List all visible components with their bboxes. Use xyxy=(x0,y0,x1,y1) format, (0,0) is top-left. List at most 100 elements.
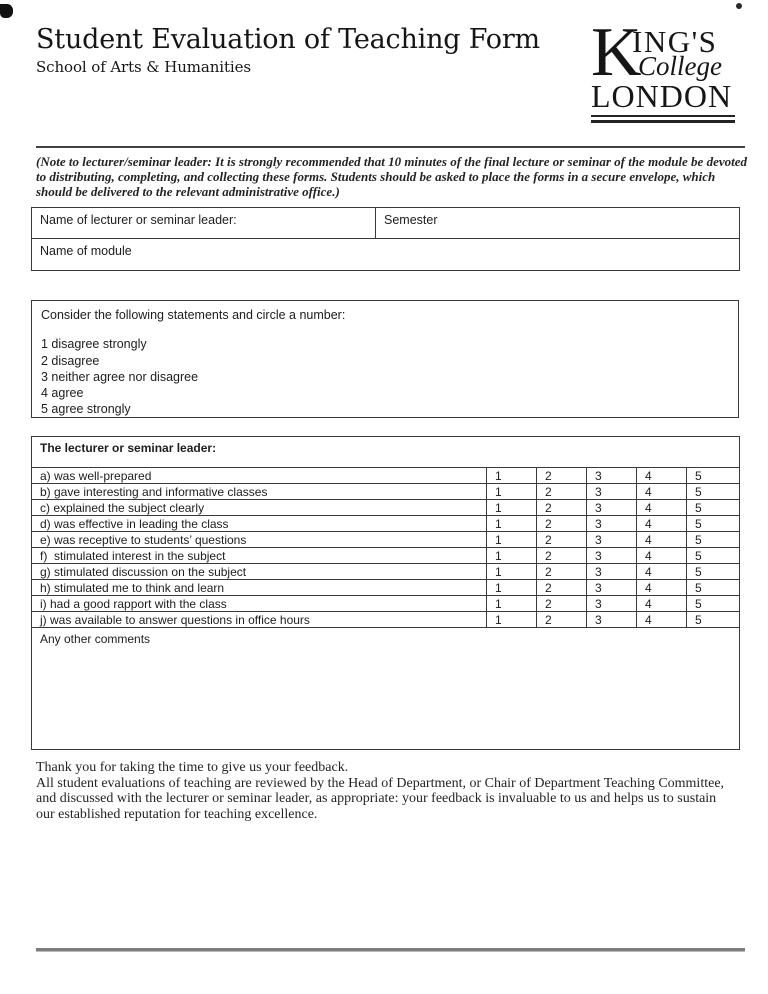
rating-cell[interactable]: 3 xyxy=(586,531,637,548)
statement-label: e) was receptive to students’ questions xyxy=(31,531,487,548)
rating-cell[interactable]: 2 xyxy=(536,467,587,484)
scale-list: 1 disagree strongly 2 disagree 3 neither a… xyxy=(41,336,729,417)
rating-cell[interactable]: 3 xyxy=(586,579,637,596)
scale-option: 3 neither agree nor disagree xyxy=(41,369,199,384)
rating-row: j) was available to answer questions in … xyxy=(31,611,741,628)
statement-label: b) gave interesting and informative clas… xyxy=(31,483,487,500)
info-table-row: Name of lecturer or seminar leader: Seme… xyxy=(31,207,740,239)
rating-cell[interactable]: 5 xyxy=(685,547,741,564)
scale-option: 5 agree strongly xyxy=(41,402,131,417)
instructions-box: Consider the following statements and ci… xyxy=(31,300,739,418)
rating-cell[interactable]: 5 xyxy=(685,531,741,548)
rating-cell[interactable]: 1 xyxy=(486,579,537,596)
rating-cell[interactable]: 4 xyxy=(636,531,687,548)
logo-text-ings: ING'S xyxy=(632,24,718,59)
semester-field[interactable]: Semester xyxy=(375,207,740,239)
rating-cell[interactable]: 3 xyxy=(586,515,637,532)
rating-row: i) had a good rapport with the class 1 2… xyxy=(31,595,741,612)
rating-cell[interactable]: 4 xyxy=(636,563,687,580)
footer-line-1: Thank you for taking the time to give us… xyxy=(36,760,349,775)
instructions-intro: Consider the following statements and ci… xyxy=(41,308,346,322)
statement-label: a) was well-prepared xyxy=(31,467,487,484)
logo-text-london: LONDON xyxy=(591,78,733,114)
statement-label: c) explained the subject clearly xyxy=(31,499,487,516)
rating-cell[interactable]: 5 xyxy=(685,467,741,484)
kings-college-london-logo: K ING'S College LONDON xyxy=(591,18,735,124)
rating-cell[interactable]: 5 xyxy=(685,483,741,500)
statement-label: i) had a good rapport with the class xyxy=(31,595,487,612)
info-table-row: Name of module xyxy=(31,238,740,271)
rating-cell[interactable]: 2 xyxy=(536,595,587,612)
rating-row: h) stimulated me to think and learn 1 2 … xyxy=(31,579,741,596)
rating-cell[interactable]: 2 xyxy=(536,483,587,500)
rating-cell[interactable]: 3 xyxy=(586,563,637,580)
rating-cell[interactable]: 1 xyxy=(486,467,537,484)
rating-cell[interactable]: 1 xyxy=(486,611,537,628)
logo-text-college: College xyxy=(638,51,722,81)
statement-label: h) stimulated me to think and learn xyxy=(31,579,487,596)
rating-cell[interactable]: 4 xyxy=(636,483,687,500)
logo-letter-k: K xyxy=(591,14,642,91)
rating-cell[interactable]: 2 xyxy=(536,499,587,516)
rating-cell[interactable]: 1 xyxy=(486,515,537,532)
rating-row: c) explained the subject clearly 1 2 3 4… xyxy=(31,499,741,516)
rating-table-header-row: The lecturer or seminar leader: xyxy=(30,436,741,468)
rating-cell[interactable]: 4 xyxy=(636,499,687,516)
rating-cell[interactable]: 3 xyxy=(586,595,637,612)
page-subtitle: School of Arts & Humanities xyxy=(36,58,251,76)
rating-cell[interactable]: 2 xyxy=(536,515,587,532)
rating-cell[interactable]: 4 xyxy=(636,467,687,484)
rating-cell[interactable]: 3 xyxy=(586,467,637,484)
rating-cell[interactable]: 5 xyxy=(685,611,741,628)
comments-row: Any other comments xyxy=(30,627,741,750)
rating-row: g) stimulated discussion on the subject … xyxy=(31,563,741,580)
logo-double-rule xyxy=(591,115,735,123)
rating-cell[interactable]: 5 xyxy=(685,595,741,612)
scan-artifact xyxy=(736,3,742,9)
footer-note: Thank you for taking the time to give us… xyxy=(36,760,736,822)
rating-cell[interactable]: 1 xyxy=(486,531,537,548)
footer-line-2: All student evaluations of teaching are … xyxy=(36,775,725,822)
rating-table-header: The lecturer or seminar leader: xyxy=(30,436,741,468)
rating-cell[interactable]: 5 xyxy=(685,515,741,532)
rating-cell[interactable]: 3 xyxy=(586,611,637,628)
rating-cell[interactable]: 1 xyxy=(486,547,537,564)
lecturer-name-field[interactable]: Name of lecturer or seminar leader: xyxy=(31,207,376,239)
rating-cell[interactable]: 4 xyxy=(636,579,687,596)
rating-cell[interactable]: 2 xyxy=(536,547,587,564)
rating-table-body: a) was well-prepared 1 2 3 4 5 b) gave i… xyxy=(31,467,741,628)
statement-label: f) stimulated interest in the subject xyxy=(31,547,487,564)
statement-label: d) was effective in leading the class xyxy=(31,515,487,532)
page-title: Student Evaluation of Teaching Form xyxy=(36,24,540,55)
scan-artifact xyxy=(0,4,13,18)
rating-row: e) was receptive to students’ questions … xyxy=(31,531,741,548)
rating-cell[interactable]: 4 xyxy=(636,515,687,532)
rating-cell[interactable]: 2 xyxy=(536,531,587,548)
rating-cell[interactable]: 4 xyxy=(636,595,687,612)
scale-option: 4 agree xyxy=(41,386,84,401)
module-name-field[interactable]: Name of module xyxy=(31,238,740,271)
comments-field[interactable]: Any other comments xyxy=(30,627,741,750)
rating-row: f) stimulated interest in the subject 1 … xyxy=(31,547,741,564)
rating-cell[interactable]: 3 xyxy=(586,499,637,516)
rating-cell[interactable]: 4 xyxy=(636,611,687,628)
rating-cell[interactable]: 5 xyxy=(685,563,741,580)
scale-option: 2 disagree xyxy=(41,353,100,368)
top-divider-rule xyxy=(36,146,745,148)
rating-cell[interactable]: 5 xyxy=(685,499,741,516)
rating-cell[interactable]: 1 xyxy=(486,563,537,580)
rating-cell[interactable]: 2 xyxy=(536,611,587,628)
rating-cell[interactable]: 5 xyxy=(685,579,741,596)
rating-cell[interactable]: 3 xyxy=(586,483,637,500)
rating-cell[interactable]: 2 xyxy=(536,563,587,580)
scale-option: 1 disagree strongly xyxy=(41,337,147,352)
rating-cell[interactable]: 1 xyxy=(486,483,537,500)
rating-cell[interactable]: 1 xyxy=(486,499,537,516)
rating-cell[interactable]: 1 xyxy=(486,595,537,612)
rating-cell[interactable]: 3 xyxy=(586,547,637,564)
rating-row: b) gave interesting and informative clas… xyxy=(31,483,741,500)
rating-cell[interactable]: 4 xyxy=(636,547,687,564)
rating-row: d) was effective in leading the class 1 … xyxy=(31,515,741,532)
info-table: Name of lecturer or seminar leader: Seme… xyxy=(31,207,740,271)
rating-cell[interactable]: 2 xyxy=(536,579,587,596)
